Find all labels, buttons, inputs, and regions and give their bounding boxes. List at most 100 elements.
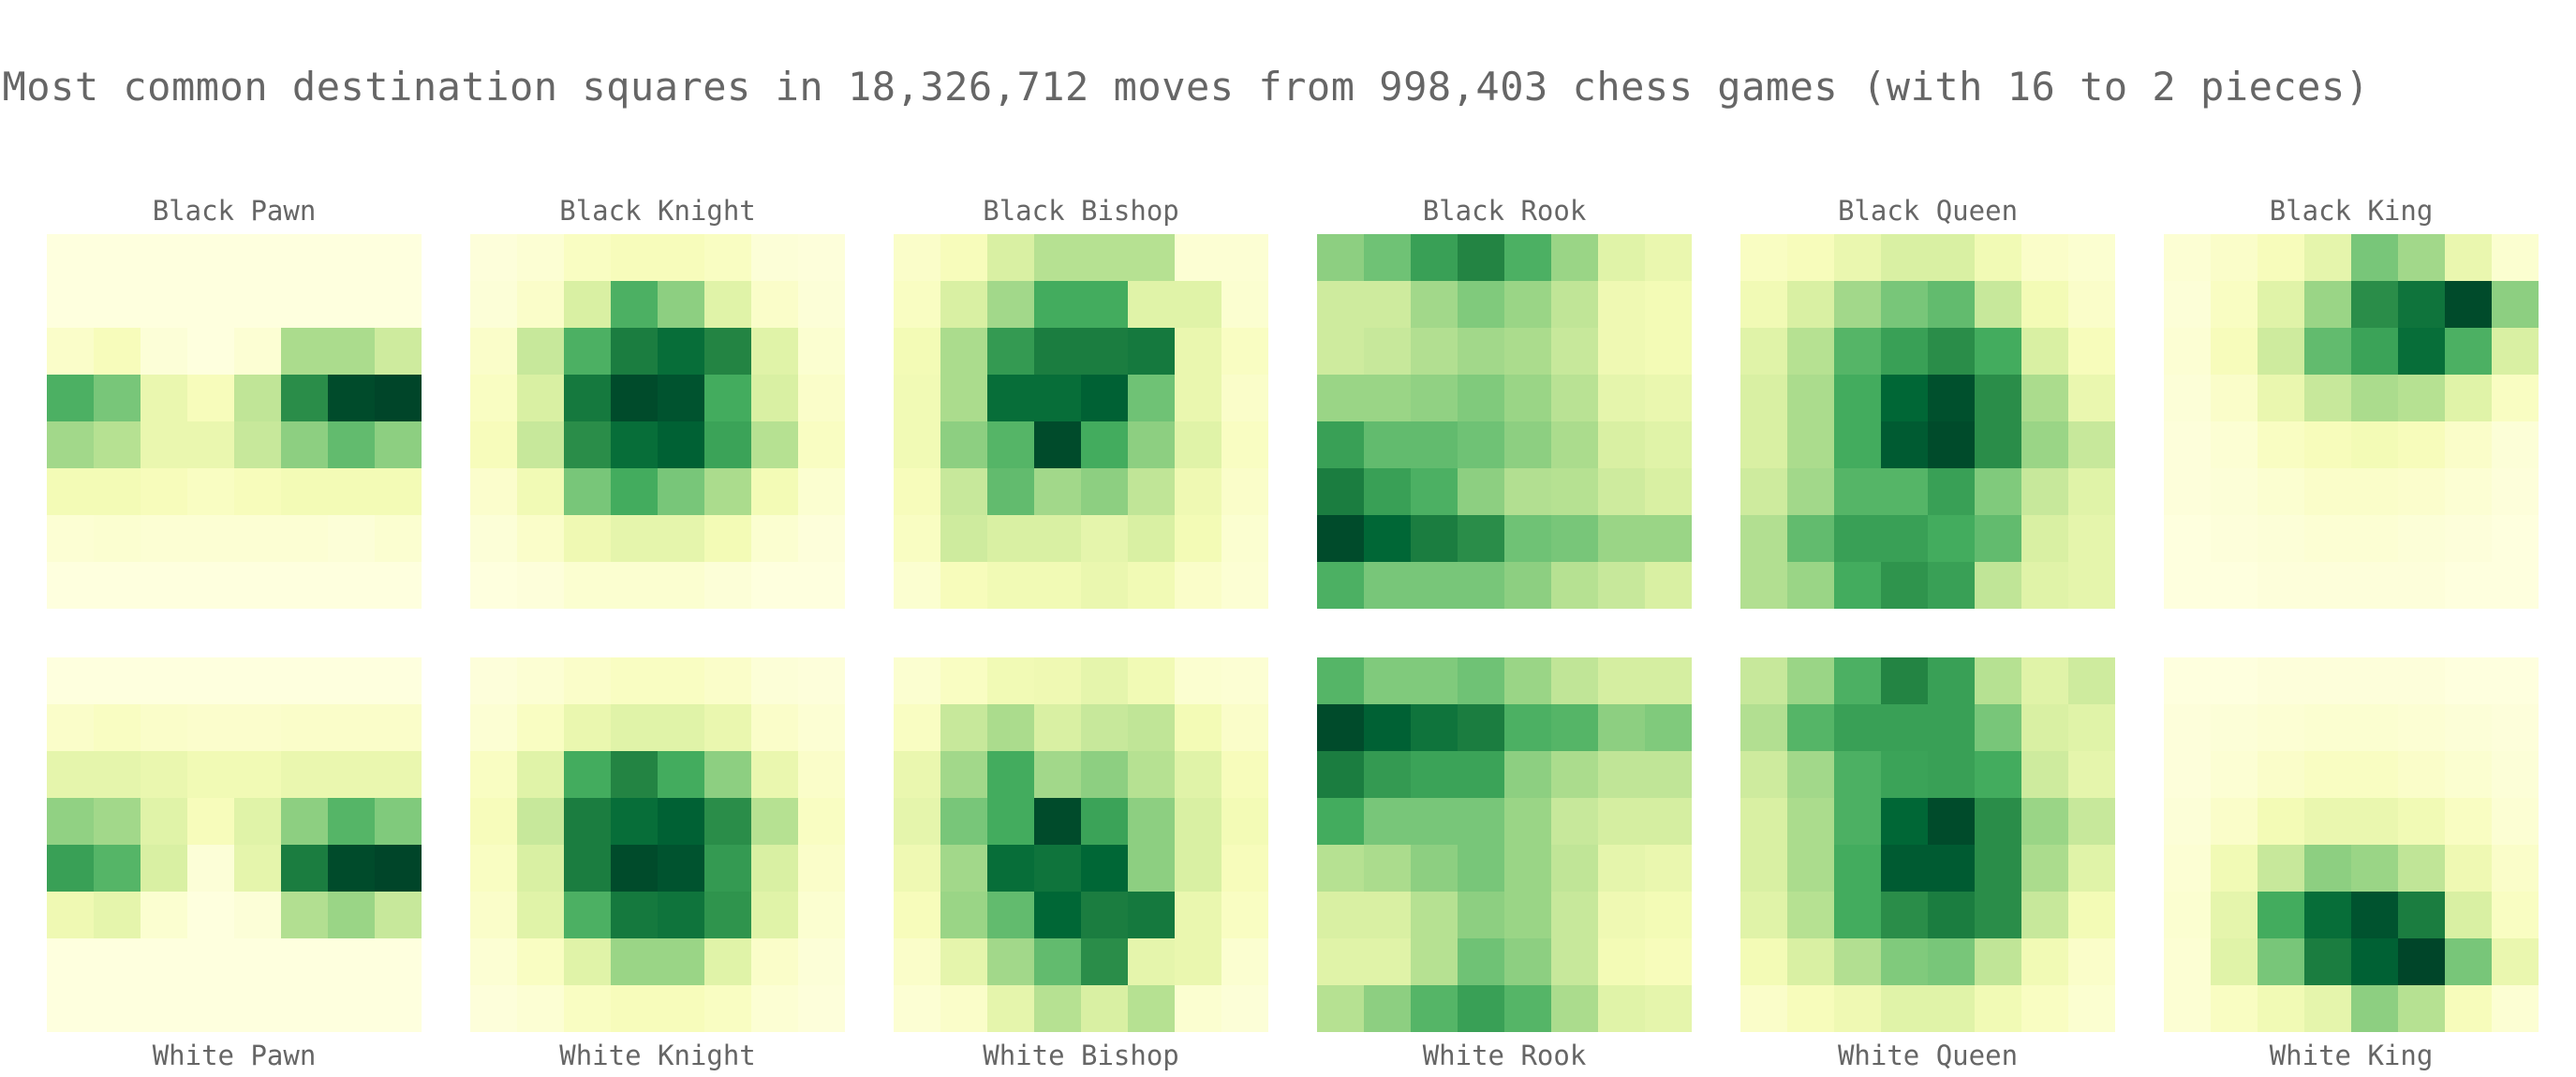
heatmap-cell-white-queen-r5c5	[1975, 892, 2022, 939]
heatmap-cell-black-knight-r2c4	[658, 328, 705, 376]
heatmap-cell-black-knight-r2c6	[751, 328, 799, 376]
heatmap-cell-black-knight-r3c0	[470, 375, 518, 422]
heatmap-cell-white-rook-r7c2	[1411, 985, 1458, 1032]
heatmap-cell-white-rook-r3c2	[1411, 798, 1458, 846]
heatmap-cell-black-king-r3c2	[2258, 375, 2305, 422]
heatmap-cell-white-rook-r6c6	[1598, 938, 1646, 986]
heatmap-black-pawn	[47, 234, 422, 609]
heatmap-cell-black-queen-r4c3	[1881, 421, 1929, 469]
heatmap-cell-black-knight-r6c5	[704, 515, 752, 563]
heatmap-cell-white-bishop-r6c4	[1081, 938, 1129, 986]
heatmap-cell-black-bishop-r6c2	[987, 515, 1035, 563]
heatmap-cell-white-bishop-r6c6	[1175, 938, 1222, 986]
heatmap-cell-white-bishop-r0c2	[987, 657, 1035, 705]
heatmap-cell-black-knight-r7c3	[611, 562, 659, 609]
heatmap-cell-white-queen-r3c5	[1975, 798, 2022, 846]
heatmap-cell-white-knight-r3c2	[564, 798, 612, 846]
heatmap-cell-white-rook-r4c4	[1504, 845, 1552, 893]
heatmap-cell-black-king-r4c1	[2211, 421, 2258, 469]
heatmap-cell-black-queen-r6c6	[2021, 515, 2069, 563]
heatmap-cell-black-queen-r5c0	[1740, 468, 1788, 516]
heatmap-cell-black-bishop-r3c0	[894, 375, 941, 422]
heatmap-cell-white-bishop-r5c6	[1175, 892, 1222, 939]
heatmap-cell-black-rook-r6c0	[1317, 515, 1365, 563]
heatmap-cell-black-queen-r7c6	[2021, 562, 2069, 609]
heatmap-cell-black-pawn-r6c0	[47, 515, 95, 563]
heatmap-white-queen	[1740, 657, 2115, 1032]
heatmap-cell-black-knight-r1c1	[517, 281, 565, 329]
heatmap-cell-white-king-r6c7	[2492, 938, 2539, 986]
heatmap-cell-white-knight-r7c0	[470, 985, 518, 1032]
heatmap-cell-white-queen-r2c0	[1740, 751, 1788, 799]
heatmap-cell-black-pawn-r1c7	[375, 281, 422, 329]
heatmap-cell-white-queen-r7c0	[1740, 985, 1788, 1032]
heatmap-cell-white-bishop-r7c7	[1221, 985, 1268, 1032]
heatmap-cell-white-rook-r4c6	[1598, 845, 1646, 893]
heatmap-cell-black-king-r3c3	[2304, 375, 2352, 422]
heatmap-cell-black-pawn-r1c0	[47, 281, 95, 329]
heatmap-cell-white-bishop-r3c6	[1175, 798, 1222, 846]
heatmap-cell-white-bishop-r7c0	[894, 985, 941, 1032]
heatmap-cell-black-king-r7c7	[2492, 562, 2539, 609]
heatmap-cell-black-king-r0c5	[2398, 234, 2446, 282]
heatmap-cell-black-knight-r6c4	[658, 515, 705, 563]
heatmap-cell-black-rook-r4c1	[1364, 421, 1412, 469]
heatmap-cell-black-pawn-r4c1	[94, 421, 141, 469]
heatmap-cell-white-bishop-r4c1	[940, 845, 988, 893]
heatmap-cell-black-bishop-r2c0	[894, 328, 941, 376]
heatmap-cell-black-rook-r6c2	[1411, 515, 1458, 563]
heatmap-cell-white-rook-r3c0	[1317, 798, 1365, 846]
heatmap-cell-white-knight-r1c7	[798, 704, 845, 752]
heatmap-cell-white-king-r4c5	[2398, 845, 2446, 893]
heatmap-cell-black-pawn-r1c4	[234, 281, 282, 329]
heatmap-cell-black-pawn-r2c1	[94, 328, 141, 376]
heatmap-cell-black-knight-r3c6	[751, 375, 799, 422]
heatmap-cell-white-queen-r3c0	[1740, 798, 1788, 846]
heatmap-cell-black-pawn-r5c6	[328, 468, 376, 516]
heatmap-cell-white-queen-r2c2	[1834, 751, 1882, 799]
heatmap-cell-black-knight-r5c7	[798, 468, 845, 516]
heatmap-cell-black-rook-r2c5	[1551, 328, 1599, 376]
heatmap-cell-white-bishop-r0c5	[1128, 657, 1176, 705]
heatmap-cell-black-pawn-r6c5	[281, 515, 329, 563]
heatmap-cell-black-queen-r0c7	[2068, 234, 2115, 282]
heatmap-cell-black-rook-r0c6	[1598, 234, 1646, 282]
heatmap-cell-black-queen-r1c7	[2068, 281, 2115, 329]
heatmap-cell-white-knight-r4c3	[611, 845, 659, 893]
heatmap-cell-white-bishop-r5c5	[1128, 892, 1176, 939]
heatmap-cell-white-pawn-r3c0	[47, 798, 95, 846]
heatmap-cell-white-rook-r5c3	[1458, 892, 1505, 939]
heatmap-cell-white-king-r2c3	[2304, 751, 2352, 799]
heatmap-cell-black-rook-r5c4	[1504, 468, 1552, 516]
heatmap-cell-white-bishop-r7c5	[1128, 985, 1176, 1032]
heatmap-cell-black-pawn-r7c3	[187, 562, 235, 609]
heatmap-cell-black-knight-r4c7	[798, 421, 845, 469]
heatmap-cell-black-knight-r7c5	[704, 562, 752, 609]
heatmap-cell-white-knight-r1c6	[751, 704, 799, 752]
heatmap-cell-black-queen-r4c4	[1928, 421, 1976, 469]
heatmap-black-rook	[1317, 234, 1692, 609]
heatmap-cell-white-bishop-r1c0	[894, 704, 941, 752]
panel-title-black-queen: Black Queen	[1837, 195, 2019, 227]
heatmap-cell-black-bishop-r3c5	[1128, 375, 1176, 422]
heatmap-cell-black-queen-r3c3	[1881, 375, 1929, 422]
heatmap-cell-white-pawn-r2c6	[328, 751, 376, 799]
heatmap-cell-black-rook-r0c5	[1551, 234, 1599, 282]
heatmap-cell-white-pawn-r4c1	[94, 845, 141, 893]
heatmap-cell-white-pawn-r6c1	[94, 938, 141, 986]
heatmap-cell-white-pawn-r1c2	[141, 704, 188, 752]
heatmap-cell-black-queen-r0c1	[1787, 234, 1835, 282]
heatmap-cell-white-bishop-r7c3	[1034, 985, 1082, 1032]
heatmap-cell-black-bishop-r0c6	[1175, 234, 1222, 282]
heatmap-white-bishop	[894, 657, 1268, 1032]
heatmap-cell-black-bishop-r1c2	[987, 281, 1035, 329]
heatmap-cell-white-knight-r4c6	[751, 845, 799, 893]
heatmap-cell-black-bishop-r4c6	[1175, 421, 1222, 469]
heatmap-cell-white-bishop-r3c2	[987, 798, 1035, 846]
heatmap-cell-white-queen-r1c1	[1787, 704, 1835, 752]
heatmap-cell-black-queen-r7c1	[1787, 562, 1835, 609]
heatmap-cell-white-rook-r0c7	[1645, 657, 1692, 705]
heatmap-cell-black-knight-r5c1	[517, 468, 565, 516]
heatmap-cell-white-pawn-r6c3	[187, 938, 235, 986]
heatmap-cell-white-knight-r7c3	[611, 985, 659, 1032]
